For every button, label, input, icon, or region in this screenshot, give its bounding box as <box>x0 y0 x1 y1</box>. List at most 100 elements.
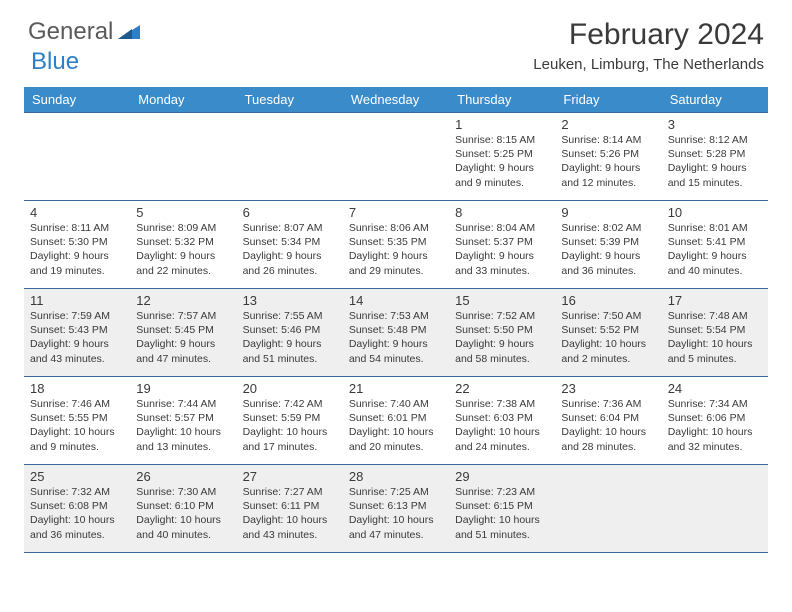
sunset-text: Sunset: 5:35 PM <box>349 235 443 249</box>
day-info: Sunrise: 7:55 AMSunset: 5:46 PMDaylight:… <box>243 309 337 366</box>
day-number: 8 <box>455 205 549 220</box>
daylight-text-2: and 24 minutes. <box>455 440 549 454</box>
day-cell: 29Sunrise: 7:23 AMSunset: 6:15 PMDayligh… <box>449 465 555 553</box>
daylight-text-1: Daylight: 9 hours <box>136 249 230 263</box>
daylight-text-1: Daylight: 9 hours <box>30 249 124 263</box>
day-info: Sunrise: 7:38 AMSunset: 6:03 PMDaylight:… <box>455 397 549 454</box>
day-number: 3 <box>668 117 762 132</box>
day-header-row: SundayMondayTuesdayWednesdayThursdayFrid… <box>24 87 768 113</box>
daylight-text-2: and 28 minutes. <box>561 440 655 454</box>
day-number: 27 <box>243 469 337 484</box>
daylight-text-2: and 19 minutes. <box>30 264 124 278</box>
sunrise-text: Sunrise: 7:36 AM <box>561 397 655 411</box>
day-info: Sunrise: 8:07 AMSunset: 5:34 PMDaylight:… <box>243 221 337 278</box>
day-cell: 3Sunrise: 8:12 AMSunset: 5:28 PMDaylight… <box>662 113 768 201</box>
daylight-text-1: Daylight: 9 hours <box>455 249 549 263</box>
sunset-text: Sunset: 6:01 PM <box>349 411 443 425</box>
day-info: Sunrise: 8:06 AMSunset: 5:35 PMDaylight:… <box>349 221 443 278</box>
daylight-text-2: and 43 minutes. <box>30 352 124 366</box>
sunset-text: Sunset: 5:41 PM <box>668 235 762 249</box>
daylight-text-1: Daylight: 9 hours <box>668 161 762 175</box>
day-info: Sunrise: 7:30 AMSunset: 6:10 PMDaylight:… <box>136 485 230 542</box>
sunrise-text: Sunrise: 7:53 AM <box>349 309 443 323</box>
day-number: 17 <box>668 293 762 308</box>
sunrise-text: Sunrise: 7:40 AM <box>349 397 443 411</box>
daylight-text-1: Daylight: 10 hours <box>668 337 762 351</box>
day-info: Sunrise: 7:40 AMSunset: 6:01 PMDaylight:… <box>349 397 443 454</box>
daylight-text-2: and 9 minutes. <box>455 176 549 190</box>
day-number: 29 <box>455 469 549 484</box>
daylight-text-1: Daylight: 9 hours <box>243 337 337 351</box>
sunrise-text: Sunrise: 8:07 AM <box>243 221 337 235</box>
daylight-text-2: and 36 minutes. <box>30 528 124 542</box>
sunrise-text: Sunrise: 7:55 AM <box>243 309 337 323</box>
day-header-friday: Friday <box>555 87 661 113</box>
sunset-text: Sunset: 5:34 PM <box>243 235 337 249</box>
empty-cell <box>662 465 768 553</box>
day-info: Sunrise: 8:15 AMSunset: 5:25 PMDaylight:… <box>455 133 549 190</box>
day-number: 4 <box>30 205 124 220</box>
daylight-text-1: Daylight: 9 hours <box>455 161 549 175</box>
empty-cell <box>343 113 449 201</box>
day-header-monday: Monday <box>130 87 236 113</box>
day-info: Sunrise: 8:01 AMSunset: 5:41 PMDaylight:… <box>668 221 762 278</box>
day-cell: 21Sunrise: 7:40 AMSunset: 6:01 PMDayligh… <box>343 377 449 465</box>
logo-blue-row: Blue <box>31 48 79 76</box>
sunrise-text: Sunrise: 8:02 AM <box>561 221 655 235</box>
day-cell: 6Sunrise: 8:07 AMSunset: 5:34 PMDaylight… <box>237 201 343 289</box>
day-info: Sunrise: 7:23 AMSunset: 6:15 PMDaylight:… <box>455 485 549 542</box>
week-row: 1Sunrise: 8:15 AMSunset: 5:25 PMDaylight… <box>24 113 768 201</box>
daylight-text-1: Daylight: 10 hours <box>349 425 443 439</box>
day-number: 19 <box>136 381 230 396</box>
month-title: February 2024 <box>533 18 764 52</box>
sunset-text: Sunset: 5:28 PM <box>668 147 762 161</box>
day-info: Sunrise: 7:32 AMSunset: 6:08 PMDaylight:… <box>30 485 124 542</box>
daylight-text-2: and 40 minutes. <box>136 528 230 542</box>
day-cell: 19Sunrise: 7:44 AMSunset: 5:57 PMDayligh… <box>130 377 236 465</box>
day-cell: 20Sunrise: 7:42 AMSunset: 5:59 PMDayligh… <box>237 377 343 465</box>
sunset-text: Sunset: 5:30 PM <box>30 235 124 249</box>
sunset-text: Sunset: 5:52 PM <box>561 323 655 337</box>
day-cell: 16Sunrise: 7:50 AMSunset: 5:52 PMDayligh… <box>555 289 661 377</box>
daylight-text-2: and 20 minutes. <box>349 440 443 454</box>
title-block: February 2024 Leuken, Limburg, The Nethe… <box>533 18 764 73</box>
location-text: Leuken, Limburg, The Netherlands <box>533 56 764 73</box>
empty-cell <box>24 113 130 201</box>
daylight-text-2: and 32 minutes. <box>668 440 762 454</box>
daylight-text-2: and 33 minutes. <box>455 264 549 278</box>
sunset-text: Sunset: 6:04 PM <box>561 411 655 425</box>
day-number: 21 <box>349 381 443 396</box>
daylight-text-2: and 13 minutes. <box>136 440 230 454</box>
sunset-text: Sunset: 5:26 PM <box>561 147 655 161</box>
day-info: Sunrise: 7:36 AMSunset: 6:04 PMDaylight:… <box>561 397 655 454</box>
sunset-text: Sunset: 5:39 PM <box>561 235 655 249</box>
day-info: Sunrise: 8:09 AMSunset: 5:32 PMDaylight:… <box>136 221 230 278</box>
day-number: 26 <box>136 469 230 484</box>
day-cell: 14Sunrise: 7:53 AMSunset: 5:48 PMDayligh… <box>343 289 449 377</box>
sunrise-text: Sunrise: 7:52 AM <box>455 309 549 323</box>
day-info: Sunrise: 7:46 AMSunset: 5:55 PMDaylight:… <box>30 397 124 454</box>
logo: General <box>28 18 142 46</box>
day-header-sunday: Sunday <box>24 87 130 113</box>
sunrise-text: Sunrise: 7:48 AM <box>668 309 762 323</box>
day-number: 2 <box>561 117 655 132</box>
daylight-text-2: and 54 minutes. <box>349 352 443 366</box>
day-info: Sunrise: 8:04 AMSunset: 5:37 PMDaylight:… <box>455 221 549 278</box>
daylight-text-1: Daylight: 9 hours <box>30 337 124 351</box>
day-cell: 18Sunrise: 7:46 AMSunset: 5:55 PMDayligh… <box>24 377 130 465</box>
week-row: 25Sunrise: 7:32 AMSunset: 6:08 PMDayligh… <box>24 465 768 553</box>
sunrise-text: Sunrise: 7:50 AM <box>561 309 655 323</box>
sunrise-text: Sunrise: 8:01 AM <box>668 221 762 235</box>
daylight-text-1: Daylight: 9 hours <box>349 249 443 263</box>
week-row: 18Sunrise: 7:46 AMSunset: 5:55 PMDayligh… <box>24 377 768 465</box>
sunrise-text: Sunrise: 7:59 AM <box>30 309 124 323</box>
day-cell: 13Sunrise: 7:55 AMSunset: 5:46 PMDayligh… <box>237 289 343 377</box>
day-number: 20 <box>243 381 337 396</box>
sunset-text: Sunset: 5:46 PM <box>243 323 337 337</box>
day-number: 9 <box>561 205 655 220</box>
logo-triangle-icon <box>118 21 140 44</box>
day-cell: 26Sunrise: 7:30 AMSunset: 6:10 PMDayligh… <box>130 465 236 553</box>
day-info: Sunrise: 7:57 AMSunset: 5:45 PMDaylight:… <box>136 309 230 366</box>
day-header-thursday: Thursday <box>449 87 555 113</box>
sunrise-text: Sunrise: 8:04 AM <box>455 221 549 235</box>
